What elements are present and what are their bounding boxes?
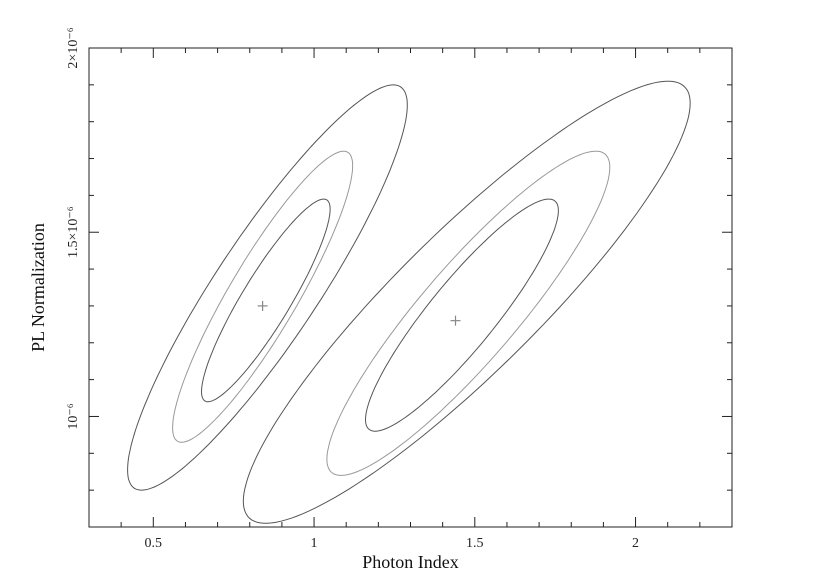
y-tick-label: 10⁻⁶ [66, 403, 81, 429]
y-axis-title: PL Normalization [28, 223, 48, 352]
x-tick-label: 2 [632, 536, 639, 551]
best-fit-marker [450, 315, 461, 326]
contour-line [172, 150, 354, 443]
contour-line [242, 80, 691, 524]
y-axis: 10⁻⁶ 1.5×10⁻⁶ 2×10⁻⁶ [66, 27, 732, 528]
x-tick-label: 1.5 [466, 536, 484, 551]
contour-set [127, 80, 691, 524]
best-fit-markers [257, 300, 461, 326]
y-tick-label: 1.5×10⁻⁶ [66, 206, 81, 258]
best-fit-marker [257, 300, 268, 311]
x-tick-label: 1 [311, 536, 318, 551]
x-axis-title: Photon Index [362, 552, 459, 572]
x-axis: 0.5 1 1.5 2 [88, 48, 733, 551]
y-tick-label: 2×10⁻⁶ [66, 27, 81, 68]
contour-line [326, 150, 611, 476]
x-tick-label: 0.5 [145, 536, 163, 551]
contour-line [364, 198, 559, 432]
contour-line [127, 84, 408, 491]
contour-line [200, 198, 331, 403]
plot-frame [88, 47, 733, 528]
